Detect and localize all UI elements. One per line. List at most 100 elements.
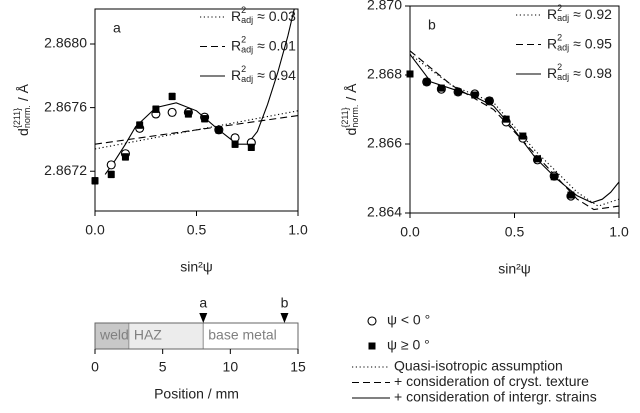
label-rest: ≈ 0.03: [257, 8, 296, 24]
label-base: R: [547, 6, 557, 22]
data-point: [485, 97, 493, 105]
label-sup: 2: [241, 35, 246, 45]
region-label: weld: [99, 327, 129, 343]
label-rest: ≈ 0.01: [257, 37, 296, 53]
legend-marker: [367, 316, 377, 326]
legend-marker: [368, 342, 376, 350]
region: [128, 322, 204, 350]
data-point: [406, 70, 414, 78]
data-point: [423, 78, 431, 86]
position-marker-label: a: [199, 295, 207, 311]
label-rest: ≈ 0.92: [573, 6, 612, 22]
x-tick-label: 5: [159, 359, 167, 375]
y-tick-label: 2.864: [367, 204, 402, 220]
y-tick-label: 2.8672: [44, 162, 87, 178]
label-base: d: [343, 128, 359, 136]
label-base: R: [231, 67, 241, 83]
data-point: [106, 160, 116, 170]
position-marker: [280, 313, 289, 323]
data-point: [231, 140, 239, 148]
y-tick-label: 2.868: [367, 66, 402, 82]
label-sup: {211}: [12, 108, 22, 128]
x-axis-label: sin²ψ: [498, 261, 531, 277]
data-point: [184, 110, 192, 118]
x-tick-label: 10: [223, 359, 239, 375]
data-point: [502, 115, 510, 123]
data-point: [567, 191, 575, 199]
legend-label: + consideration of intergr. strains: [394, 389, 597, 405]
x-tick-label: 15: [290, 359, 306, 375]
label-sub: adj: [241, 74, 253, 84]
label-rest: / Å: [343, 83, 359, 101]
panel-label: a: [113, 20, 121, 36]
y-tick-label: 2.8680: [44, 35, 87, 51]
x-tick-label: 0.5: [187, 222, 207, 238]
x-tick-label: 0.0: [85, 222, 105, 238]
legend-label: ψ < 0 °: [387, 312, 430, 328]
data-point: [215, 126, 223, 134]
label-sup: 2: [557, 62, 562, 72]
stacked-label: R2 adj ≈ 0.01: [231, 35, 296, 55]
y-tick-label: 2.866: [367, 135, 402, 151]
fit-line: [95, 115, 298, 145]
label-rest: ≈ 0.98: [573, 65, 612, 81]
label-sub: adj: [241, 15, 253, 25]
legend-label: ψ ≥ 0 °: [387, 337, 430, 353]
data-point: [152, 105, 160, 113]
data-point: [454, 88, 462, 96]
data-point: [471, 91, 479, 99]
label-sub: norm.: [22, 105, 32, 128]
legend-label: + consideration of cryst. texture: [394, 373, 589, 389]
label-rest: ≈ 0.94: [257, 67, 296, 83]
label-sup: 2: [241, 64, 246, 74]
x-axis-label: sin²ψ: [180, 259, 213, 275]
fit-line: [104, 9, 295, 175]
label-base: R: [547, 35, 557, 51]
position-marker-label: b: [281, 295, 289, 311]
label-sub: norm.: [350, 105, 360, 128]
data-point: [201, 115, 209, 123]
label-base: R: [231, 8, 241, 24]
stacked-label: R2 adj ≈ 0.98: [547, 62, 612, 82]
label-sup: 2: [241, 5, 246, 15]
label-base: R: [231, 37, 241, 53]
stacked-label: d{211}norm. / Å: [12, 83, 32, 136]
label-sub: adj: [557, 43, 569, 53]
panel-label: b: [428, 17, 436, 33]
x-tick-label: 0: [91, 359, 99, 375]
label-sup: {211}: [340, 107, 350, 127]
y-tick-label: 2.870: [367, 0, 402, 13]
x-tick-label: 0.5: [505, 224, 525, 240]
label-sup: 2: [557, 33, 562, 43]
label-base: R: [547, 65, 557, 81]
legend-label: Quasi-isotropic assumption: [394, 358, 563, 374]
label-sub: adj: [241, 45, 253, 55]
region-label: HAZ: [134, 327, 162, 343]
stacked-label: d{211}norm. / Å: [340, 83, 360, 136]
data-point: [91, 177, 99, 185]
data-point: [247, 143, 255, 151]
x-tick-label: 1.0: [609, 224, 629, 240]
label-sub: adj: [557, 13, 569, 23]
fit-line: [410, 50, 619, 211]
stacked-label: R2 adj ≈ 0.95: [547, 33, 612, 53]
data-point: [121, 153, 129, 161]
data-point: [437, 84, 445, 92]
x-tick-label: 1.0: [288, 222, 308, 238]
stacked-label: R2 adj ≈ 0.03: [231, 5, 296, 25]
data-point: [136, 121, 144, 129]
label-sub: adj: [557, 72, 569, 82]
label-rest: ≈ 0.95: [573, 35, 612, 51]
x-tick-label: 0.0: [400, 224, 420, 240]
stacked-label: R2 adj ≈ 0.92: [547, 3, 612, 23]
data-point: [533, 155, 541, 163]
data-point: [550, 173, 558, 181]
label-rest: / Å: [15, 83, 31, 101]
stacked-label: R2 adj ≈ 0.94: [231, 64, 296, 84]
data-point: [107, 170, 115, 178]
region-label: base metal: [208, 327, 276, 343]
data-point: [519, 132, 527, 140]
data-point: [168, 92, 176, 100]
